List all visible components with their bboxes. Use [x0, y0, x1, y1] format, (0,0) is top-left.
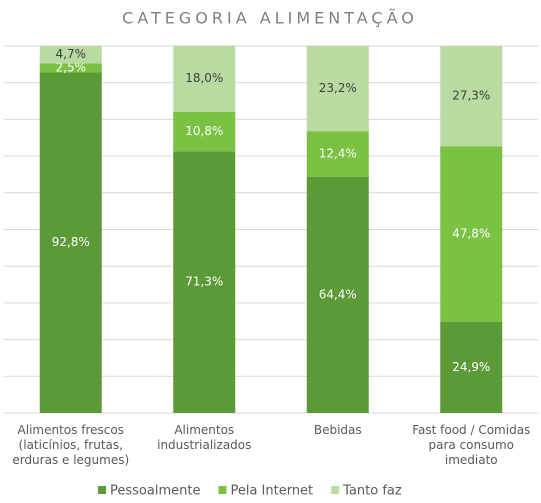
value-label: 47,8%: [452, 226, 490, 240]
value-label: 2,5%: [56, 60, 87, 74]
legend: Pessoalmente Pela Internet Tanto faz: [98, 484, 402, 499]
x-tick-label: Alimentos industrializados: [157, 423, 251, 452]
bar-segment: [440, 146, 503, 322]
x-tick-label: Fast food / Comidas para consumo imediato: [412, 423, 530, 467]
bar-segment: [39, 63, 102, 73]
x-tick-label-line: Fast food / Comidas: [412, 423, 530, 437]
value-label: 64,4%: [319, 287, 357, 301]
x-tick-label-line: Bebidas: [314, 423, 362, 437]
bar-segment: [306, 131, 369, 177]
value-label: 23,2%: [319, 81, 357, 95]
bar-segment: [173, 151, 236, 414]
legend-label: Tanto faz: [342, 484, 402, 499]
value-label: 18,0%: [185, 71, 223, 85]
x-tick-label-line: para consumo: [428, 438, 514, 452]
x-tick-label-line: imediato: [445, 453, 498, 467]
value-label: 24,9%: [452, 360, 490, 374]
value-label: 92,8%: [52, 235, 90, 249]
x-tick-label-line: Alimentos: [174, 423, 234, 437]
bar-segment: [173, 45, 236, 112]
value-label: 10,8%: [185, 124, 223, 138]
bar-segment: [440, 321, 503, 413]
legend-swatch: [331, 486, 340, 494]
bar-segment: [39, 46, 102, 64]
legend-label: Pessoalmente: [110, 484, 200, 499]
x-tick-label-line: erduras e legumes): [12, 453, 129, 467]
legend-swatch: [218, 486, 227, 494]
value-label: 27,3%: [452, 89, 490, 103]
legend-swatch: [98, 486, 106, 494]
x-tick-label: Bebidas: [314, 423, 362, 437]
value-label: 12,4%: [319, 146, 357, 160]
bar-segment: [306, 46, 369, 132]
x-tick-label-line: Alimentos frescos: [18, 423, 124, 437]
legend-label: Pela Internet: [230, 484, 313, 499]
x-tick-label-line: industrializados: [157, 438, 251, 452]
bar-segment: [39, 72, 102, 413]
bar-segment: [306, 176, 369, 413]
bar-segment: [440, 46, 503, 147]
bar-segment: [173, 111, 236, 152]
x-tick-label: Alimentos frescos (laticínios, frutas, erd…: [12, 423, 129, 467]
value-label: 71,3%: [185, 275, 223, 289]
x-tick-label-line: (laticínios, frutas,: [19, 438, 123, 452]
chart-title: CATEGORIA ALIMENTAÇÃO: [122, 9, 418, 28]
value-label: 4,7%: [56, 47, 87, 61]
